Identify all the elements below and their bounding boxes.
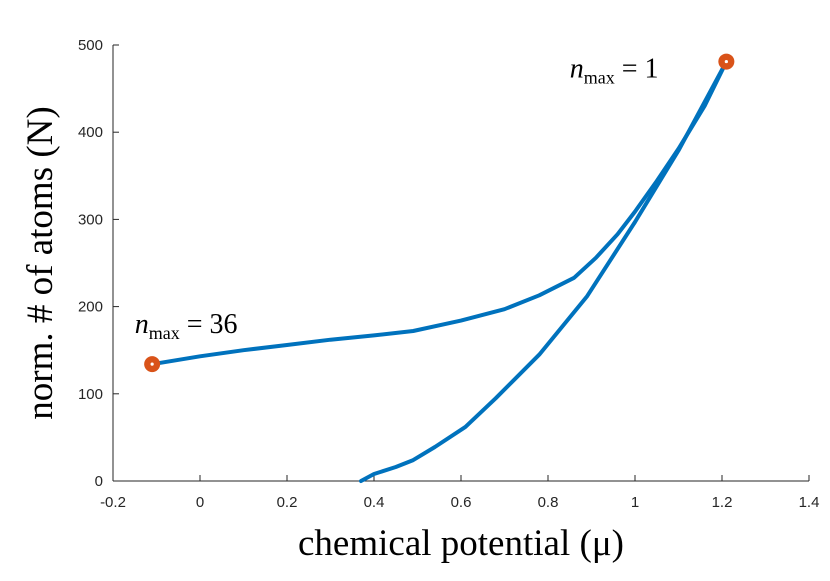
x-tick-label: 0.8 bbox=[538, 494, 559, 511]
annotation-label: nmax = 36 bbox=[135, 309, 238, 343]
x-tick-label: 0.4 bbox=[364, 494, 385, 511]
ticks: -0.2 0 0.2 0.4 0.6 0.8 1 1.2 1.4 0 100 200 300 400 500 bbox=[78, 37, 819, 511]
endpoint-marker-center bbox=[150, 362, 154, 366]
x-tick-label: 0.6 bbox=[451, 494, 472, 511]
x-tick-label: 0.2 bbox=[277, 494, 298, 511]
y-tick-label: 100 bbox=[78, 386, 103, 403]
series-line-2 bbox=[359, 59, 729, 483]
x-tick-label: -0.2 bbox=[100, 494, 126, 511]
axes bbox=[112, 45, 809, 482]
x-tick-label: 0 bbox=[196, 494, 204, 511]
x-tick-label: 1 bbox=[631, 494, 639, 511]
annotation-label: nmax = 1 bbox=[570, 53, 659, 87]
y-tick-label: 300 bbox=[78, 211, 103, 228]
x-tick-label: 1.2 bbox=[712, 494, 733, 511]
annotation-layer: nmax = 36 nmax = 1 bbox=[135, 53, 659, 342]
endpoint-marker-center bbox=[724, 59, 728, 64]
y-tick-label: 500 bbox=[78, 37, 103, 54]
series-line-1 bbox=[150, 59, 729, 367]
y-tick-label: 0 bbox=[95, 473, 103, 490]
x-axis-title: chemical potential (μ) bbox=[298, 523, 624, 564]
series-layer bbox=[150, 59, 729, 483]
y-axis-title: norm. # of atoms (N) bbox=[20, 106, 61, 419]
y-tick-label: 400 bbox=[78, 124, 103, 141]
y-tick-label: 200 bbox=[78, 299, 103, 316]
x-tick-label: 1.4 bbox=[799, 494, 820, 511]
marker-layer bbox=[144, 53, 735, 373]
